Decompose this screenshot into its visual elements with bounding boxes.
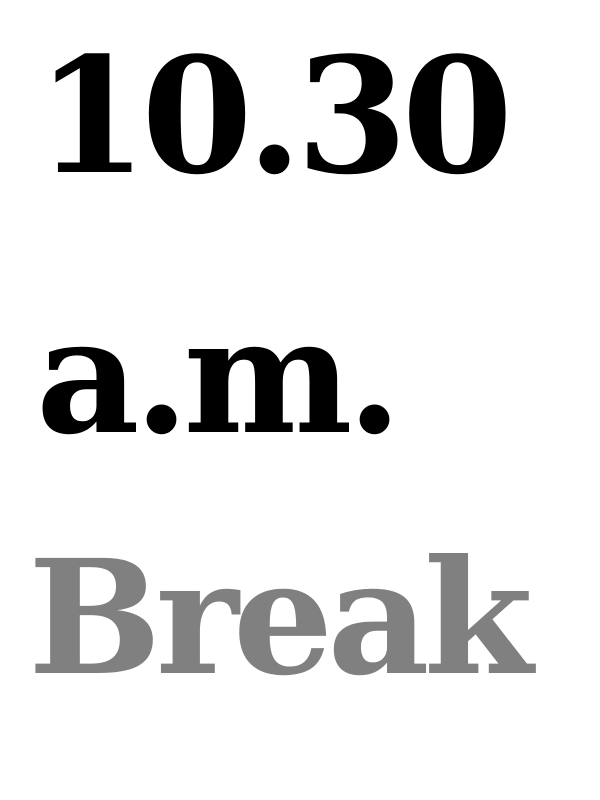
slot-time: 10.30 xyxy=(36,22,513,210)
slot-title: Break xyxy=(28,526,533,711)
slot-meridiem: a.m. xyxy=(36,282,402,470)
